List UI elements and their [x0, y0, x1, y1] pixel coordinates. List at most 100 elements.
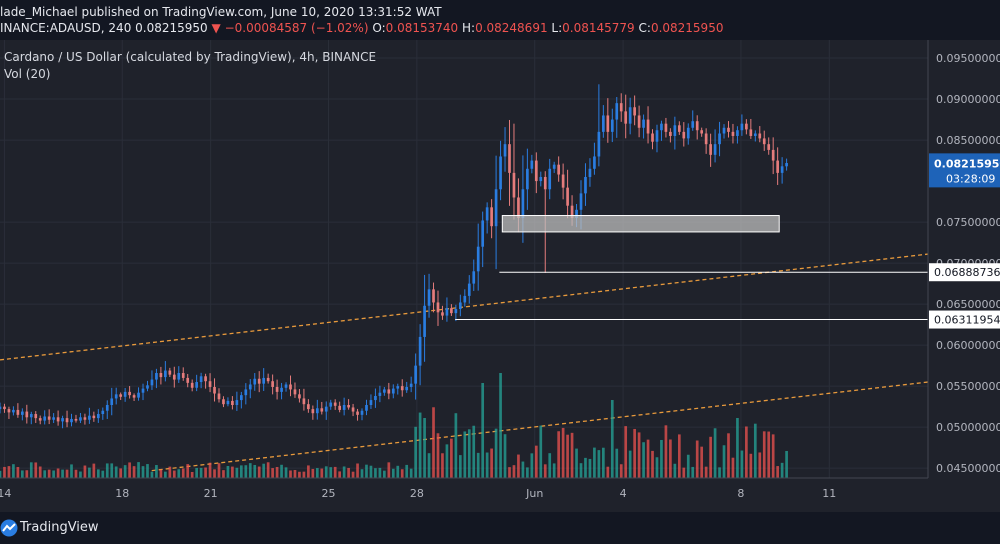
- volume-bar: [767, 431, 771, 478]
- volume-bar: [280, 464, 283, 478]
- candle-body: [593, 156, 596, 169]
- volume-bar: [588, 458, 592, 478]
- volume-bar: [181, 468, 185, 478]
- volume-bar: [633, 428, 636, 478]
- volume-bar: [597, 450, 601, 478]
- volume-bar: [494, 428, 498, 478]
- volume-bar: [298, 471, 301, 478]
- volume-bar: [651, 450, 654, 478]
- volume-bar: [383, 470, 386, 478]
- volume-bar: [396, 465, 400, 478]
- volume-bar: [342, 466, 346, 478]
- candlestick-chart[interactable]: 0.09500000 0.09000000 0.08500000 0.07500000…: [0, 40, 1000, 512]
- price-axis[interactable]: 0.09500000 0.09000000 0.08500000 0.07500000…: [927, 40, 1000, 478]
- volume-bar: [222, 470, 225, 478]
- candle-body: [651, 133, 654, 142]
- candle-body: [342, 405, 346, 410]
- volume-bar: [155, 465, 158, 478]
- candle-body: [610, 119, 614, 132]
- candle-body: [159, 373, 163, 378]
- volume-bar: [481, 383, 485, 478]
- candle-body: [427, 289, 431, 306]
- time-axis[interactable]: 14 18 21 25 28 Jun 4 8 11: [0, 477, 928, 512]
- candle-body: [378, 392, 382, 396]
- candle-body: [181, 373, 185, 378]
- candle-body: [753, 133, 757, 136]
- volume-bar: [642, 442, 645, 478]
- volume-bar: [686, 454, 690, 478]
- volume-bar: [177, 469, 181, 478]
- volume-bar: [472, 425, 476, 478]
- candle-body: [298, 394, 301, 399]
- volume-bar: [226, 465, 230, 478]
- candle-body: [579, 193, 583, 210]
- volume-bar: [34, 462, 38, 478]
- volume-bar: [745, 426, 748, 478]
- tradingview-brand[interactable]: TradingView: [20, 520, 99, 535]
- volume-bar: [262, 463, 266, 478]
- current-price-label: 0.08215950: [934, 157, 1000, 170]
- volume-bar: [257, 466, 261, 478]
- candle-body: [52, 417, 55, 420]
- candle-body: [396, 386, 400, 389]
- volume-bar: [253, 464, 257, 478]
- low-value: 0.08145779: [562, 21, 635, 35]
- volume-bar: [378, 467, 382, 478]
- volume-bar: [655, 457, 659, 478]
- volume-bar: [593, 447, 596, 478]
- tradingview-logo-icon[interactable]: [0, 519, 18, 537]
- candle-body: [740, 123, 744, 131]
- candle-body: [409, 383, 413, 387]
- trendlines: [0, 253, 929, 472]
- volume-bar: [208, 462, 212, 478]
- footer-bar: TradingView: [0, 512, 1000, 544]
- volume-bar: [557, 431, 560, 478]
- candle-body: [70, 418, 73, 423]
- candle-body: [745, 123, 748, 130]
- volume-bar: [512, 465, 516, 478]
- volume-bar: [190, 471, 194, 478]
- candle-body: [771, 149, 775, 161]
- price-level-tag: [929, 263, 1000, 282]
- candle-body: [101, 410, 105, 415]
- open-label: O:: [372, 21, 386, 35]
- candle-body: [208, 381, 212, 387]
- candle-body: [588, 168, 592, 177]
- candle-body: [329, 402, 333, 407]
- candle-body: [61, 418, 64, 422]
- candle-body: [785, 163, 788, 167]
- volume-bar: [749, 453, 753, 478]
- candle-body: [253, 378, 257, 385]
- candle-body: [458, 302, 462, 310]
- volume-bar: [320, 468, 324, 478]
- volume-legend: Vol (20): [4, 67, 51, 81]
- candles: [0, 84, 788, 429]
- candle-body: [552, 164, 556, 169]
- volume-bar: [677, 434, 681, 478]
- volume-bar: [780, 462, 784, 478]
- trendline: [0, 253, 929, 361]
- volume-bar: [499, 373, 502, 478]
- volume-bar: [718, 467, 721, 478]
- time-tick-label: Jun: [525, 487, 543, 500]
- candle-body: [548, 168, 552, 190]
- volume-bar: [753, 423, 757, 478]
- candle-body: [606, 115, 610, 132]
- volume-bar: [88, 467, 91, 478]
- candle-body: [414, 365, 417, 384]
- candle-body: [222, 399, 225, 405]
- candle-countdown: 03:28:09: [946, 172, 995, 185]
- candle-body: [691, 121, 695, 128]
- volume-bar: [776, 466, 779, 478]
- candle-body: [177, 373, 181, 380]
- time-tick-label: 18: [115, 487, 129, 500]
- candle-body: [114, 394, 118, 399]
- candle-body: [615, 103, 619, 120]
- volume-bar: [441, 453, 444, 478]
- volume-bar: [289, 470, 292, 478]
- candle-body: [467, 283, 471, 296]
- time-tick-label: 25: [321, 487, 335, 500]
- candle-body: [168, 370, 172, 375]
- volume-bar: [409, 468, 413, 478]
- candle-body: [602, 115, 605, 132]
